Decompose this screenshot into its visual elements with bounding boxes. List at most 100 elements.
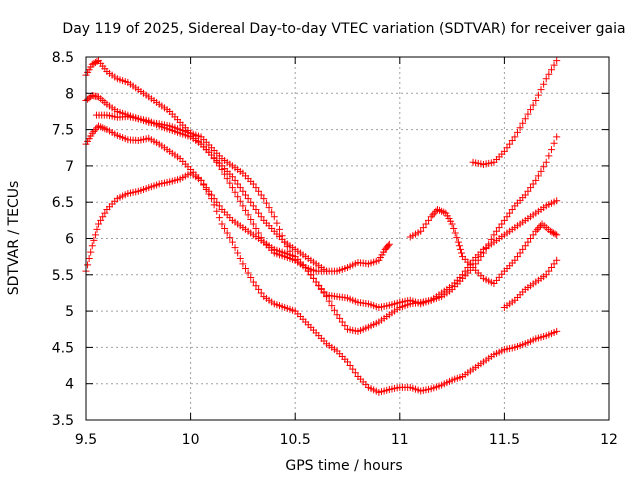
data-point-marker [236,197,244,205]
data-point-marker [255,285,263,293]
data-point-marker [215,202,223,210]
data-point-marker [474,256,482,264]
x-tick-label: 10.5 [280,432,311,448]
data-point-marker [213,207,221,215]
data-point-marker [551,230,559,238]
data-point-marker [519,245,527,253]
data-point-marker [532,176,540,184]
data-point-marker [270,213,278,221]
data-point-marker [88,242,96,250]
data-point-marker [521,191,529,199]
y-tick-label: 8 [65,86,74,102]
data-point-marker [550,229,558,237]
data-point-marker [550,61,558,69]
data-point-marker [430,209,438,217]
data-point-marker [88,129,96,137]
data-point-marker [477,253,485,261]
data-point-marker [247,215,255,223]
series-track-2 [82,122,561,311]
data-point-marker [90,59,98,67]
series-track-5 [92,111,331,275]
data-point-marker [218,220,226,228]
data-point-marker [249,202,257,210]
data-point-marker [262,199,270,207]
data-point-marker [519,119,527,127]
data-point-marker [506,140,514,148]
data-point-marker [234,249,242,257]
data-point-marker [487,235,495,243]
data-point-marker [495,224,503,232]
data-point-marker [384,242,392,250]
data-point-marker [289,252,297,260]
data-point-marker [448,220,456,228]
data-point-marker [208,151,216,159]
x-tick-label: 9.5 [75,432,97,448]
data-point-marker [529,180,537,188]
data-point-marker [242,191,250,199]
y-tick-label: 5 [65,304,74,320]
data-point-marker [91,126,99,134]
data-point-marker [511,133,519,141]
data-point-marker [265,204,273,212]
data-point-marker [255,229,263,237]
data-point-marker [88,60,96,68]
y-tick-label: 5.5 [52,268,74,284]
data-point-marker [344,358,351,366]
y-tick-label: 8.5 [52,50,74,66]
data-point-marker [542,271,550,279]
y-tick-label: 6 [65,232,74,248]
data-point-marker [244,211,252,219]
data-point-marker [99,213,107,221]
chart-title: Day 119 of 2025, Sidereal Day-to-day VTE… [62,21,625,37]
data-point-marker [503,144,511,152]
data-points [82,57,561,396]
data-point-marker [257,213,265,221]
data-point-marker [548,228,556,236]
series-track-8 [500,256,561,311]
data-point-marker [458,249,466,257]
data-point-marker [451,229,459,237]
data-point-marker [273,219,281,227]
data-point-marker [278,232,286,240]
data-point-marker [213,198,221,206]
data-point-marker [234,180,242,188]
data-point-marker [346,362,354,370]
data-point-marker [513,253,521,261]
data-point-marker [511,256,519,264]
data-point-marker [521,115,529,123]
data-point-marker [210,155,218,163]
data-point-marker [341,322,349,330]
data-point-marker [228,184,236,192]
data-point-marker [221,170,229,178]
data-point-marker [91,58,99,66]
data-point-marker [516,249,524,257]
x-tick-label: 10 [182,432,200,448]
data-point-marker [535,224,543,232]
data-point-marker [283,243,291,251]
y-tick-label: 7.5 [52,123,74,139]
data-point-marker [338,318,346,326]
data-point-marker [95,220,103,228]
data-point-marker [221,225,229,233]
data-point-marker [521,242,529,250]
data-point-marker [257,191,265,199]
data-point-marker [239,260,247,268]
x-axis-title: GPS time / hours [285,458,402,474]
data-point-marker [456,245,464,253]
data-point-marker [87,93,95,101]
data-point-marker [532,227,540,235]
data-point-marker [200,180,208,188]
data-point-marker [208,191,216,199]
data-point-marker [529,101,537,109]
grid-lines [86,57,609,420]
data-point-marker [90,127,98,135]
data-point-marker [542,158,550,166]
data-point-marker [532,97,540,105]
data-point-marker [268,208,276,216]
x-tick-labels: 9.5 10 10.5 11 11.5 12 [75,432,618,448]
data-point-marker [524,238,532,246]
y-tick-label: 4.5 [52,340,74,356]
data-point-marker [545,70,553,78]
data-point-marker [336,314,344,322]
y-tick-label: 6.5 [52,195,74,211]
